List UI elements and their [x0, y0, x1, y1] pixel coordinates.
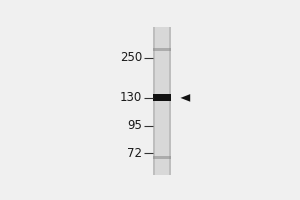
Bar: [153, 27, 171, 175]
Bar: [153, 156, 171, 159]
Polygon shape: [181, 94, 190, 102]
Bar: [153, 94, 171, 101]
Text: 72: 72: [127, 147, 142, 160]
Bar: [153, 48, 171, 51]
Text: 95: 95: [127, 119, 142, 132]
Bar: [155, 27, 169, 175]
Text: 130: 130: [120, 91, 142, 104]
Text: 250: 250: [120, 51, 142, 64]
